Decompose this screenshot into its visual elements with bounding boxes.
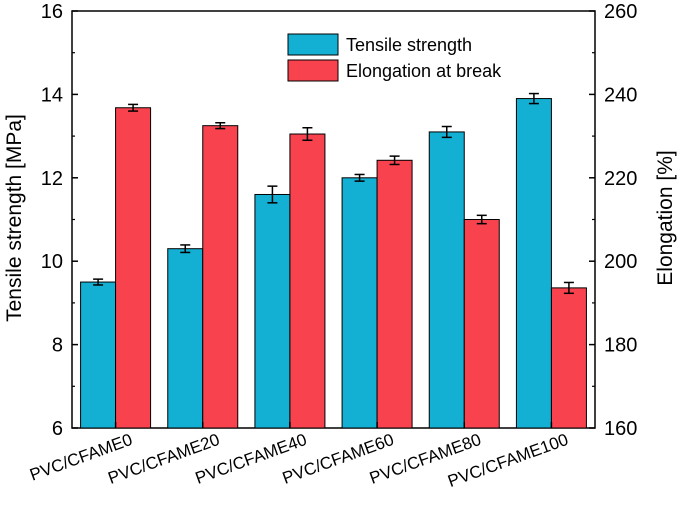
tensile-error-4 [441,125,452,139]
tensile-error-5 [528,92,539,105]
left-axis-title: Tensile strength [MPa] [3,114,26,322]
left-tick-label-3: 12 [41,168,63,190]
elongation-error-0 [128,103,139,112]
left-y-axis: 6 8 10 12 14 16 [41,1,78,440]
elongation-error-1 [215,122,226,130]
legend-swatch-1 [287,59,339,82]
tensile-bar-1 [167,248,204,429]
right-tick-label-0: 160 [604,418,637,440]
tensile-bar-0 [80,281,117,429]
tensile-error-2 [267,185,278,204]
right-tick-label-4: 240 [604,84,637,106]
legend-label-0: Tensile strength [346,35,472,55]
legend-label-1: Elongation at break [346,61,502,81]
right-axis-title: Elongation [%] [654,150,677,285]
elongation-bar-0 [115,107,152,429]
tensile-bar-4 [428,131,465,429]
right-y-axis: 160 180 200 220 240 260 [589,1,637,440]
error-bars-layer [93,92,574,295]
x-axis: PVC/CFAME0PVC/CFAME20PVC/CFAME40PVC/CFAM… [27,422,571,491]
tensile-error-0 [93,278,104,286]
right-tick-label-1: 180 [604,335,637,357]
elongation-bar-4 [463,219,500,429]
legend: Tensile strength Elongation at break [287,33,502,82]
left-tick-label-0: 6 [52,418,63,440]
tensile-bar-3 [341,177,378,429]
bars-layer [80,98,587,429]
right-tick-label-5: 260 [604,1,637,23]
elongation-bar-5 [550,287,587,429]
left-tick-label-1: 8 [52,335,63,357]
left-tick-label-2: 10 [41,251,63,273]
right-tick-label-2: 200 [604,251,637,273]
tensile-bar-5 [515,98,552,429]
tensile-error-3 [354,173,365,182]
tensile-error-1 [180,244,191,254]
elongation-error-2 [302,127,313,142]
elongation-error-4 [476,214,487,225]
left-tick-label-5: 16 [41,1,63,23]
elongation-bar-3 [376,159,413,429]
tensile-bar-2 [254,193,291,429]
elongation-error-3 [389,155,400,166]
left-tick-label-4: 14 [41,84,63,106]
legend-swatch-0 [287,33,339,56]
elongation-bar-2 [289,133,326,429]
elongation-error-5 [563,281,574,295]
right-tick-label-3: 220 [604,168,637,190]
elongation-bar-1 [202,125,239,429]
